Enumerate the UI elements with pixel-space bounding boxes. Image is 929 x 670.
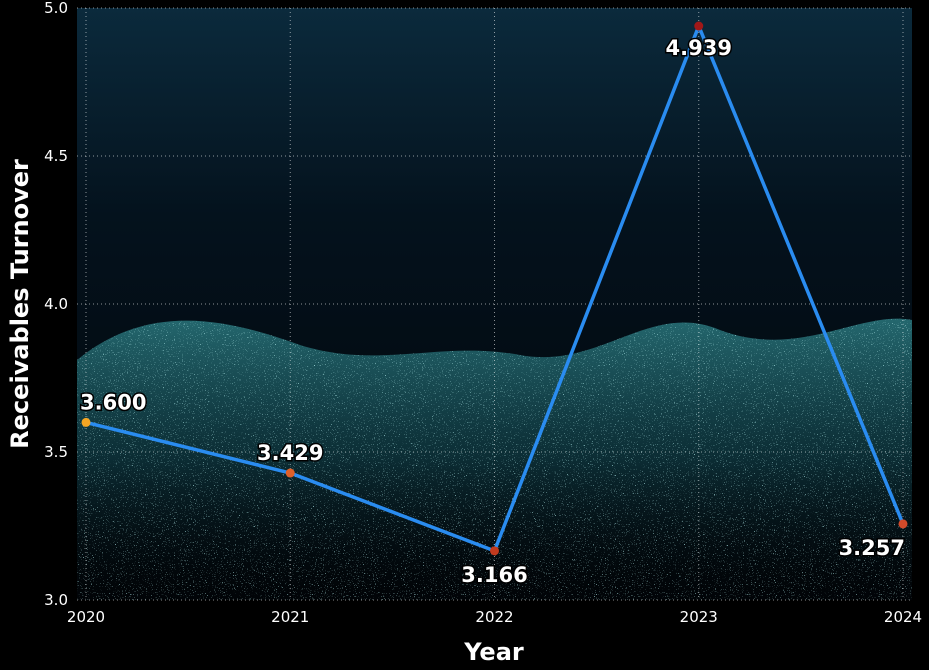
x-axis-title: Year — [463, 638, 524, 666]
data-point — [898, 519, 908, 529]
y-tick-label: 4.0 — [44, 295, 68, 313]
data-label: 4.939 — [666, 36, 732, 60]
data-point — [285, 468, 295, 478]
y-tick-label: 4.5 — [44, 147, 68, 165]
x-tick-label: 2022 — [475, 608, 513, 626]
data-label: 3.600 — [80, 390, 146, 414]
data-label: 3.257 — [839, 536, 905, 560]
data-point — [81, 417, 91, 427]
grid — [77, 7, 912, 601]
data-point — [490, 546, 499, 556]
y-tick-label: 5.0 — [44, 0, 68, 17]
x-tick-label: 2024 — [884, 608, 922, 626]
axis-ticks: 3.0 3.5 4.0 4.5 5.0 2020 2021 2022 2023 2024 — [44, 0, 922, 626]
data-labels: 3.600 3.429 3.166 4.939 3.257 — [79, 35, 907, 589]
data-label: 3.166 — [461, 563, 527, 587]
y-tick-label: 3.5 — [44, 443, 68, 461]
series-layer — [81, 21, 908, 556]
x-tick-label: 2020 — [67, 608, 105, 626]
y-axis-title: Receivables Turnover — [6, 159, 34, 449]
x-tick-label: 2021 — [271, 608, 309, 626]
data-label: 3.429 — [257, 441, 323, 465]
data-point — [694, 21, 704, 31]
x-tick-label: 2023 — [680, 608, 718, 626]
y-tick-label: 3.0 — [44, 591, 68, 609]
